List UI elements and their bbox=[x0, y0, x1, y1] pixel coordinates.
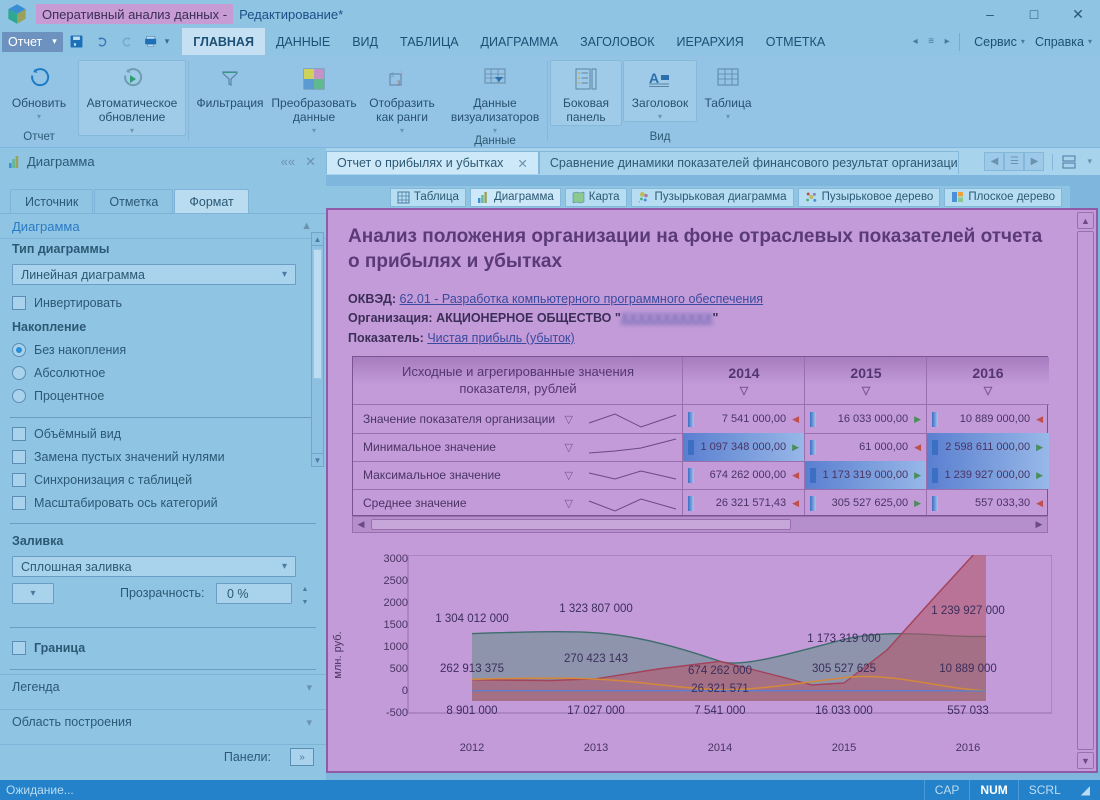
svg-text:1: 1 bbox=[400, 70, 404, 76]
svg-text:3: 3 bbox=[397, 81, 401, 87]
